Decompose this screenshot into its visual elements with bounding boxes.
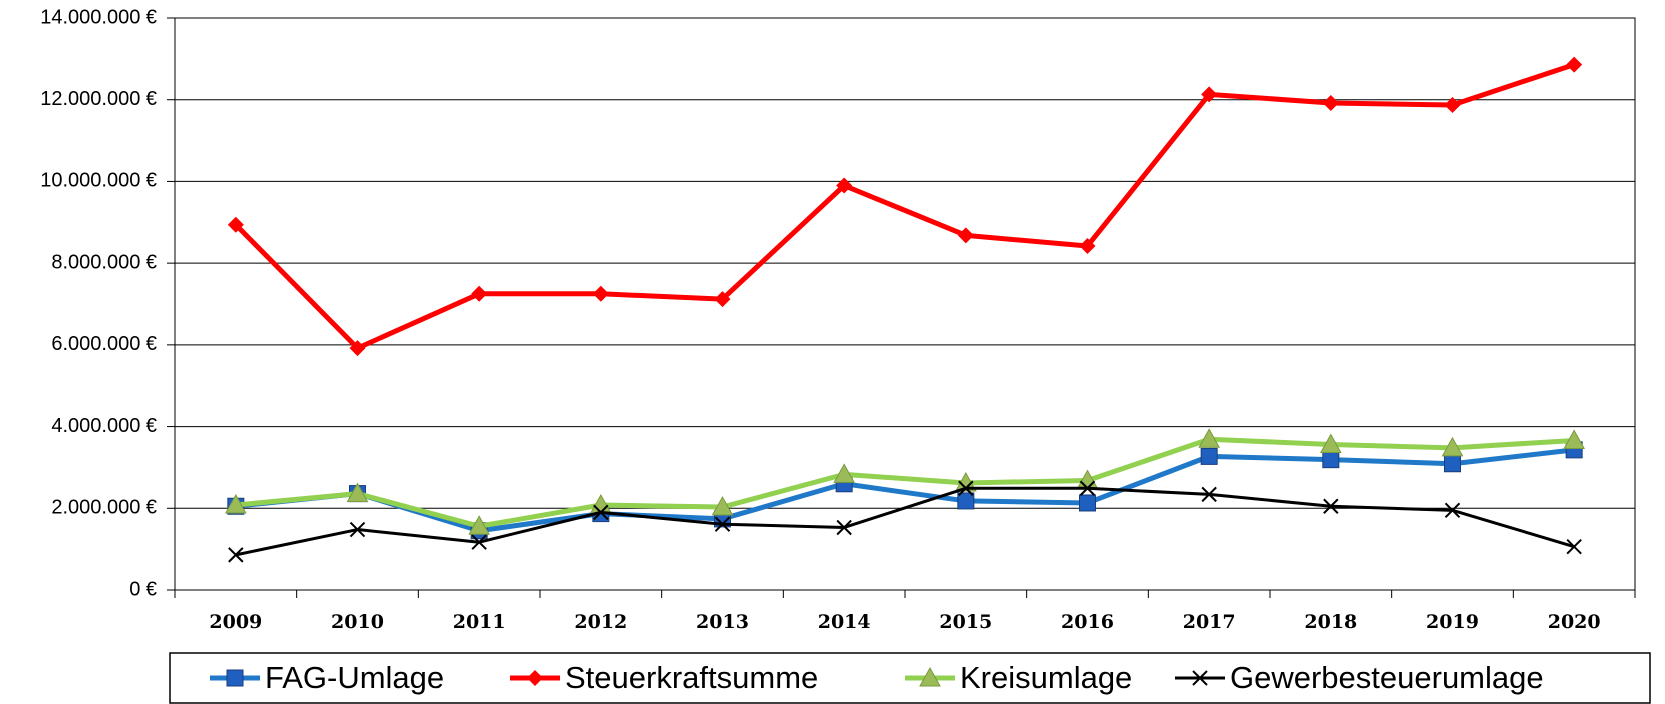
y-tick-label: 12.000.000 € [40,88,157,110]
marker [714,516,731,532]
marker [1200,447,1218,465]
marker [836,177,853,194]
x-tick-label: 2010 [331,611,384,633]
marker [593,504,609,521]
marker [1566,538,1582,555]
marker [1322,94,1339,111]
marker [1322,451,1340,469]
marker [1323,498,1339,514]
marker [1201,486,1217,503]
marker [1198,428,1221,448]
series-line [235,436,1575,529]
x-tick-label: 2020 [1548,611,1601,633]
legend-label: FAG-Umlage [265,660,444,695]
y-tick-label: 4.000.000 € [51,415,157,437]
marker [349,521,366,538]
marker [349,340,366,357]
marker [836,519,852,536]
legend-marker [226,669,244,687]
marker [228,547,244,563]
marker [346,482,369,503]
marker [1079,237,1096,254]
y-tick-label: 0 € [129,578,157,600]
y-tick-label: 8.000.000 € [51,251,157,273]
marker [1563,429,1586,449]
marker [1201,86,1218,103]
marker [227,216,244,233]
marker [471,534,487,550]
legend-marker [1192,670,1208,686]
marker [1079,494,1096,512]
y-tick-label: 6.000.000 € [51,333,157,355]
x-tick-label: 2013 [696,611,749,633]
y-tick-label: 14.000.000 € [40,6,157,28]
marker [468,515,491,535]
marker [1079,480,1096,496]
marker [1319,433,1342,454]
marker [957,492,975,510]
x-tick-label: 2015 [939,611,992,633]
series-line [235,447,1575,534]
marker [1566,56,1583,73]
marker [1441,436,1464,457]
marker [833,463,856,483]
marker [1444,502,1461,519]
y-tick-label: 2.000.000 € [51,497,157,519]
marker [711,496,734,516]
marker [957,227,974,244]
series-line [234,62,1575,351]
x-tick-label: 2011 [453,611,506,633]
x-tick-label: 2009 [209,611,262,633]
legend-label: Gewerbesteuerumlage [1230,660,1544,695]
x-tick-label: 2017 [1183,611,1236,633]
legend-marker [919,666,941,687]
marker [224,493,247,514]
marker [592,285,609,302]
y-tick-label: 10.000.000 € [40,170,157,192]
marker [1444,97,1461,114]
marker [471,285,488,302]
series-line [235,486,1575,557]
x-tick-label: 2018 [1304,611,1357,633]
legend-label: Kreisumlage [960,660,1132,695]
x-tick-label: 2019 [1426,611,1479,633]
marker [1444,455,1461,473]
x-tick-label: 2016 [1061,611,1114,633]
marker [958,480,974,496]
x-tick-label: 2014 [818,611,871,633]
x-tick-label: 2012 [574,611,627,633]
legend-label: Steuerkraftsumme [565,660,818,695]
legend-marker [527,670,543,686]
marker [714,291,731,308]
